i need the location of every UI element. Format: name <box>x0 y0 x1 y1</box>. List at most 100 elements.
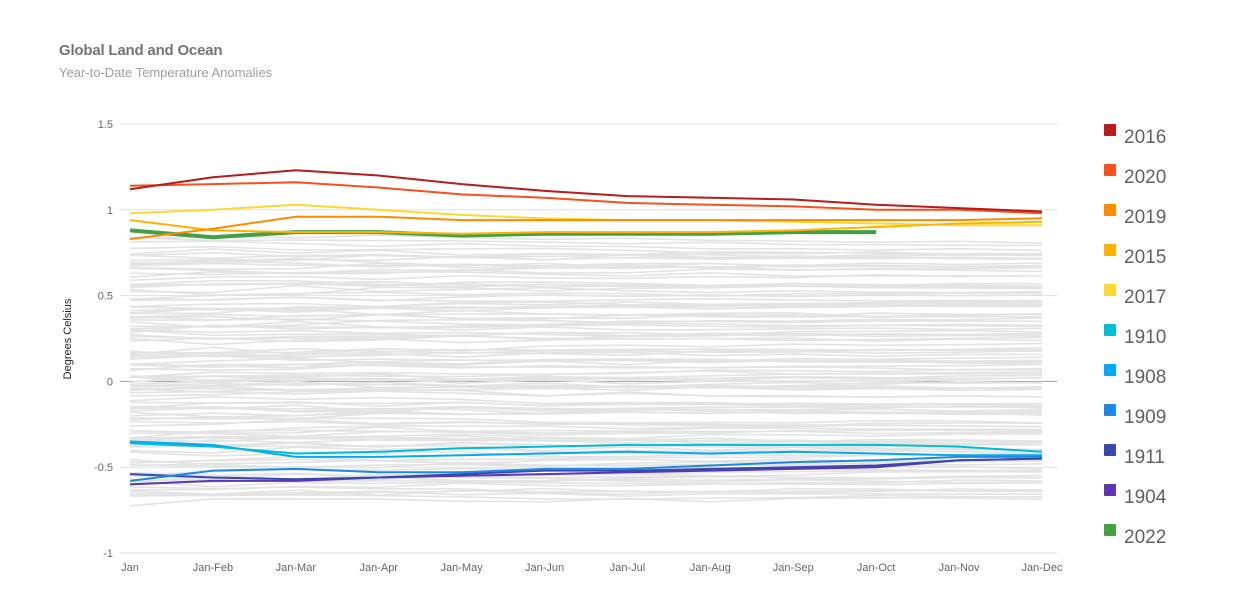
legend-label-2020[interactable]: 2020 <box>1124 167 1166 188</box>
background-year-line <box>129 418 1043 428</box>
x-tick-label: Jan-Apr <box>359 562 398 574</box>
background-year-line <box>129 458 1043 467</box>
legend-label-1910[interactable]: 1910 <box>1124 327 1166 348</box>
background-year-line <box>129 357 1043 366</box>
x-tick-label: Jan-Aug <box>690 562 731 574</box>
legend-label-2019[interactable]: 2019 <box>1124 207 1166 228</box>
legend-swatch-2019 <box>1104 204 1116 216</box>
series-line-2016[interactable] <box>129 169 1043 213</box>
y-tick-label: -1 <box>103 548 113 560</box>
background-year-line <box>129 359 1043 369</box>
background-year-line <box>129 356 1043 369</box>
legend-swatch-2015 <box>1104 244 1116 256</box>
background-year-line <box>129 351 1043 359</box>
background-year-line <box>129 324 1043 334</box>
background-year-line <box>129 410 1043 420</box>
background-year-line <box>129 349 1043 358</box>
series-line-2019[interactable] <box>129 215 1043 240</box>
background-year-line <box>129 320 1043 329</box>
legend-swatch-2017 <box>1104 284 1116 296</box>
series-line-1909[interactable] <box>129 455 1042 482</box>
y-tick-label: 0.5 <box>98 291 113 303</box>
background-year-line <box>129 313 1043 322</box>
background-year-line <box>129 430 1043 438</box>
y-tick-label: 1.5 <box>98 119 113 131</box>
background-year-line <box>129 480 1043 488</box>
series-line-1904[interactable] <box>129 457 1043 486</box>
background-year-line <box>129 401 1043 410</box>
background-year-line <box>129 253 1043 260</box>
background-year-line <box>129 386 1043 397</box>
series-line-2015[interactable] <box>129 219 1043 235</box>
series-line-2022[interactable] <box>129 228 877 240</box>
chart-subtitle: Year-to-Date Temperature Anomalies <box>59 65 273 80</box>
background-year-line <box>129 380 1043 391</box>
x-tick-label: Jan-Feb <box>193 562 233 574</box>
background-year-line <box>129 490 1043 498</box>
y-tick-label: 1 <box>107 205 113 217</box>
series-line-1908[interactable] <box>129 440 1042 458</box>
background-year-line <box>129 460 1043 468</box>
series-line-1910[interactable] <box>129 442 1043 455</box>
x-tick-label: Jan-Mar <box>276 562 317 574</box>
background-year-line <box>129 496 1043 507</box>
series-line-1911[interactable] <box>129 457 1043 481</box>
legend-label-1911[interactable]: 1911 <box>1124 447 1165 468</box>
background-year-line <box>129 262 1043 267</box>
legend-label-2015[interactable]: 2015 <box>1124 247 1166 268</box>
legend-label-1909[interactable]: 1909 <box>1124 407 1166 428</box>
background-year-line <box>129 291 1043 301</box>
legend-swatch-2016 <box>1104 124 1116 136</box>
background-year-line <box>129 395 1043 407</box>
x-tick-label: Jan-Sep <box>773 562 814 574</box>
background-year-line <box>129 300 1043 308</box>
background-year-line <box>129 284 1043 296</box>
y-axis-title: Degrees Celsius <box>62 298 74 379</box>
legend-label-2016[interactable]: 2016 <box>1124 127 1166 148</box>
chart-title: Global Land and Ocean <box>59 42 223 59</box>
legend-swatch-1911 <box>1104 444 1116 456</box>
background-year-line <box>129 320 1043 330</box>
background-year-line <box>129 479 1043 491</box>
legend-swatch-1908 <box>1104 364 1116 376</box>
background-year-line <box>129 312 1043 322</box>
background-year-line <box>129 293 1043 302</box>
background-year-line <box>129 446 1043 454</box>
background-year-line <box>129 381 1043 392</box>
legend-label-1908[interactable]: 1908 <box>1124 367 1166 388</box>
background-year-line <box>129 444 1043 452</box>
legend-label-1904[interactable]: 1904 <box>1124 487 1167 508</box>
series-line-2017[interactable] <box>129 203 1042 227</box>
x-tick-label: Jan-May <box>441 562 484 574</box>
background-year-line <box>129 370 1043 378</box>
background-year-line <box>129 329 1043 341</box>
background-year-line <box>129 264 1043 275</box>
x-tick-label: Jan-Jul <box>610 562 645 574</box>
legend: 2016 2020 2019 2015 2017 1910 1908 1909 1911 1904… <box>1104 124 1167 548</box>
legend-swatch-1904 <box>1104 484 1116 496</box>
background-year-line <box>129 245 1043 256</box>
background-year-line <box>129 317 1043 329</box>
background-year-line <box>129 429 1043 439</box>
series-line-2020[interactable] <box>129 181 1043 215</box>
x-tick-label: Jan-Jun <box>525 562 564 574</box>
background-year-line <box>129 433 1043 443</box>
background-year-line <box>130 487 1043 497</box>
legend-label-2017[interactable]: 2017 <box>1124 287 1166 308</box>
background-year-line <box>129 332 1043 343</box>
x-tick-label: Jan <box>121 562 139 574</box>
background-year-line <box>129 328 1043 338</box>
other-years-lines <box>129 234 1043 507</box>
background-year-line <box>129 452 1043 464</box>
background-year-line <box>129 363 1043 371</box>
background-year-line <box>129 404 1043 418</box>
y-tick-label: 0 <box>107 376 113 388</box>
background-year-line <box>129 426 1043 434</box>
background-year-line <box>129 282 1043 289</box>
y-tick-label: -0.5 <box>94 462 113 474</box>
background-year-line <box>129 262 1043 271</box>
y-axis-ticks: -1 -0.5 0 0.5 1 1.5 <box>94 119 113 560</box>
legend-label-2022[interactable]: 2022 <box>1124 527 1166 548</box>
x-axis-ticks: Jan Jan-Feb Jan-Mar Jan-Apr Jan-May Jan-Jun Ja… <box>121 562 1063 574</box>
